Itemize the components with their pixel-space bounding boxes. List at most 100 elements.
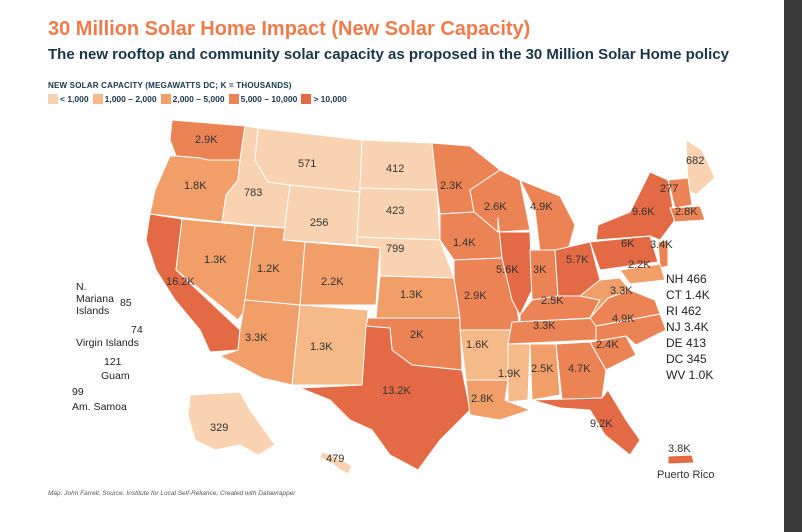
state-wi[interactable] xyxy=(469,169,531,233)
state-value-label: 16.2K xyxy=(166,276,195,288)
legend-item: 5,000 – 10,000 xyxy=(228,94,298,104)
state-wy[interactable] xyxy=(282,184,361,246)
window-edge xyxy=(784,0,802,532)
state-ma-ri-ct[interactable] xyxy=(669,205,706,223)
state-value-label: 1.3K xyxy=(400,289,423,301)
state-value-label: 2.4K xyxy=(596,339,619,351)
state-md-de[interactable] xyxy=(619,263,666,285)
territory-name-label: Am. Samoa xyxy=(72,401,127,413)
state-value-label: 799 xyxy=(386,243,404,255)
state-value-label: 2.8K xyxy=(675,206,698,218)
state-value-label: 479 xyxy=(326,453,344,465)
state-value-label: 423 xyxy=(386,205,404,217)
territory-value-label: 85 xyxy=(120,297,132,309)
state-value-label: 2.2K xyxy=(628,259,651,271)
legend-swatch xyxy=(301,94,312,104)
small-state-list-item: WV 1.0K xyxy=(666,368,713,382)
legend-label: 5,000 – 10,000 xyxy=(240,94,298,104)
state-value-label: 4.9K xyxy=(530,201,553,213)
small-state-list-item: NH 466 xyxy=(666,272,707,286)
territory-name-label: Guam xyxy=(101,370,130,382)
state-ms[interactable] xyxy=(507,343,531,403)
state-value-label: 682 xyxy=(686,155,704,167)
legend-item: > 10,000 xyxy=(301,94,347,104)
territory-name-label: Puerto Rico xyxy=(657,469,714,481)
map-subtitle: The new rooftop and community solar capa… xyxy=(48,46,729,63)
state-value-label: 2.9K xyxy=(195,134,218,146)
legend-item: < 1,000 xyxy=(48,94,89,104)
state-value-label: 4.9K xyxy=(612,313,635,325)
small-state-list-item: DC 345 xyxy=(666,352,707,366)
state-value-label: 1.4K xyxy=(453,237,476,249)
state-pa[interactable] xyxy=(589,235,659,271)
state-value-label: 1.8K xyxy=(184,180,207,192)
state-value-label: 9.2K xyxy=(590,418,613,430)
state-fl[interactable] xyxy=(531,389,641,456)
territory-name-label: N. xyxy=(76,281,87,293)
state-value-label: 571 xyxy=(298,158,316,170)
state-value-label: 2.2K xyxy=(321,276,344,288)
territory-value-label: 121 xyxy=(104,356,122,368)
legend-swatch xyxy=(92,94,103,104)
state-al[interactable] xyxy=(529,343,561,401)
small-state-list-item: NJ 3.4K xyxy=(666,320,709,334)
state-value-label: 3K xyxy=(533,264,547,276)
small-state-list-item: CT 1.4K xyxy=(666,288,710,302)
state-vt-nh[interactable] xyxy=(667,177,693,209)
legend-label: 1,000 – 2,000 xyxy=(104,94,157,104)
legend-swatch xyxy=(160,94,171,104)
state-value-label: 2K xyxy=(410,329,424,341)
state-value-label: 1.6K xyxy=(466,339,489,351)
state-co[interactable] xyxy=(299,241,381,306)
territory-value-label: 74 xyxy=(131,324,143,336)
state-value-label: 5.7K xyxy=(566,254,589,266)
state-value-label: 2.9K xyxy=(464,290,487,302)
state-value-label: 1.9K xyxy=(498,368,521,380)
territory-name-label: Islands xyxy=(76,305,109,317)
state-value-label: 3.3K xyxy=(610,285,633,297)
state-value-label: 3.4K xyxy=(650,239,673,251)
territory-value-label: 99 xyxy=(72,386,84,398)
state-value-label: 329 xyxy=(210,422,228,434)
state-value-label: 783 xyxy=(244,187,262,199)
legend-label: 2,000 – 5,000 xyxy=(172,94,225,104)
state-value-label: 3.3K xyxy=(245,332,268,344)
map-title: 30 Million Solar Home Impact (New Solar … xyxy=(48,18,531,40)
territory-name-label: Mariana xyxy=(76,293,114,305)
state-ak[interactable] xyxy=(187,391,276,456)
state-il[interactable] xyxy=(497,217,533,316)
legend-item: 2,000 – 5,000 xyxy=(160,94,225,104)
state-value-label: 1.3K xyxy=(310,341,333,353)
small-state-list-item: DE 413 xyxy=(666,336,706,350)
state-value-label: 2.8K xyxy=(471,393,494,405)
state-me[interactable] xyxy=(685,139,716,196)
legend-item: 1,000 – 2,000 xyxy=(92,94,157,104)
us-map: 2.9K 571 412 682 2.3K 1.8K 783 277 2.6K … xyxy=(72,119,716,481)
state-value-label: 256 xyxy=(310,217,328,229)
legend-label: < 1,000 xyxy=(60,94,89,104)
state-nv[interactable] xyxy=(175,218,256,321)
state-value-label: 2.5K xyxy=(541,295,564,307)
state-value-label: 2.6K xyxy=(484,201,507,213)
legend-swatch xyxy=(228,94,239,104)
legend-title: NEW SOLAR CAPACITY (MEGAWATTS DC; K = TH… xyxy=(48,81,292,90)
state-value-label: 6K xyxy=(621,238,635,250)
state-value-label: 277 xyxy=(660,183,678,195)
territory-pr[interactable] xyxy=(667,454,695,465)
state-value-label: 13.2K xyxy=(382,385,411,397)
legend: < 1,000 1,000 – 2,000 2,000 – 5,000 5,00… xyxy=(48,94,351,104)
state-ga[interactable] xyxy=(555,341,607,401)
state-value-label: 5.6K xyxy=(496,264,519,276)
state-hi[interactable] xyxy=(319,451,353,475)
state-wv[interactable] xyxy=(579,277,631,319)
legend-label: > 10,000 xyxy=(313,94,347,104)
state-value-label: 3.8K xyxy=(668,443,691,455)
state-value-label: 2.5K xyxy=(531,363,554,375)
state-value-label: 1.3K xyxy=(204,254,227,266)
state-value-label: 2.3K xyxy=(440,180,463,192)
state-nc[interactable] xyxy=(589,313,667,346)
state-nj[interactable] xyxy=(657,239,669,269)
state-tx[interactable] xyxy=(299,325,471,471)
state-value-label: 4.7K xyxy=(568,363,591,375)
